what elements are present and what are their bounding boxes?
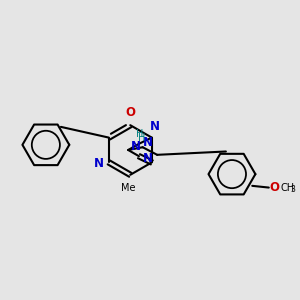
- Text: N: N: [142, 136, 152, 149]
- Text: N: N: [149, 121, 160, 134]
- Text: H: H: [136, 129, 144, 139]
- Text: 3: 3: [290, 185, 295, 194]
- Text: N: N: [142, 152, 152, 166]
- Text: Me: Me: [121, 183, 136, 194]
- Text: N: N: [130, 140, 141, 153]
- Text: CH: CH: [281, 183, 295, 193]
- Text: O: O: [125, 106, 135, 119]
- Text: O: O: [270, 181, 280, 194]
- Text: H: H: [138, 133, 145, 143]
- Text: N: N: [94, 157, 104, 169]
